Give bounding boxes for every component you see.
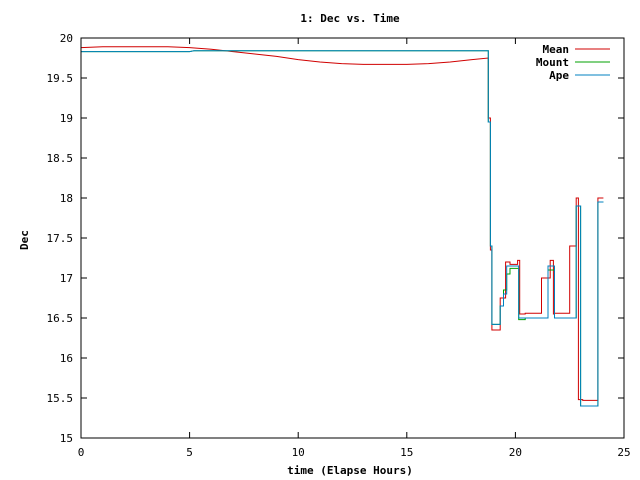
x-axis-label: time (Elapse Hours)	[287, 464, 413, 477]
series-line-ape	[81, 50, 604, 407]
y-axis: 15 15.5 16 16.5 17 17.5 18 18.5 19 19.5 20	[47, 32, 624, 445]
y-tick-label: 19	[60, 112, 73, 125]
x-tick-label: 20	[509, 446, 522, 459]
x-tick-label: 10	[292, 446, 305, 459]
legend-label-mean: Mean	[543, 43, 570, 56]
series-line-mean	[80, 46, 604, 401]
y-axis-label: Dec	[18, 230, 31, 250]
x-tick-label: 0	[78, 446, 85, 459]
y-tick-label: 17	[60, 272, 73, 285]
y-tick-label: 18	[60, 192, 73, 205]
y-tick-label: 16.5	[47, 312, 74, 325]
x-axis: 0 5 10 15 20 25	[78, 38, 631, 459]
y-tick-label: 17.5	[47, 232, 74, 245]
legend-label-ape: Ape	[549, 69, 569, 82]
y-tick-label: 19.5	[47, 72, 74, 85]
plot-area	[80, 46, 604, 407]
y-tick-label: 16	[60, 352, 73, 365]
x-tick-label: 15	[400, 446, 413, 459]
x-tick-label: 25	[617, 446, 630, 459]
legend-label-mount: Mount	[536, 56, 569, 69]
y-tick-label: 15.5	[47, 392, 74, 405]
y-tick-label: 20	[60, 32, 73, 45]
chart-title: 1: Dec vs. Time	[300, 12, 400, 25]
y-tick-label: 18.5	[47, 152, 74, 165]
x-tick-label: 5	[186, 446, 193, 459]
y-tick-label: 15	[60, 432, 73, 445]
